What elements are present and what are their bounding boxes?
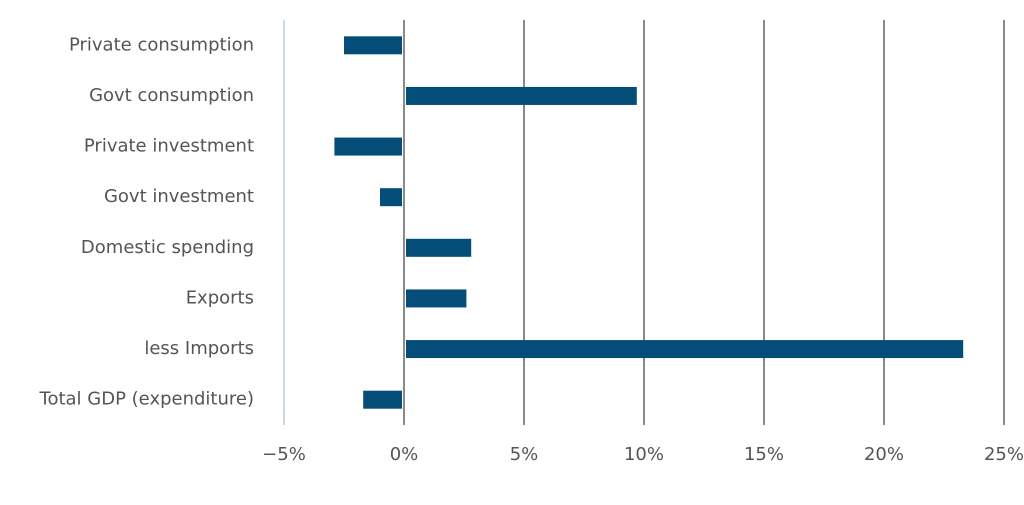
x-tick-label: 10% [624, 444, 664, 465]
y-tick-label: Total GDP (expenditure) [39, 389, 254, 410]
y-tick-label: Exports [186, 287, 254, 308]
x-tick-label: 25% [984, 444, 1024, 465]
x-tick-label: 20% [864, 444, 904, 465]
y-tick-label: Govt consumption [89, 85, 254, 106]
x-tick-label: −5% [262, 444, 306, 465]
bar [406, 289, 467, 308]
x-tick-label: 15% [744, 444, 784, 465]
bar [334, 137, 402, 156]
x-tick-label: 0% [390, 444, 419, 465]
bar [363, 390, 402, 409]
bar [344, 36, 402, 55]
y-tick-label: Private consumption [69, 34, 254, 55]
bar [406, 238, 472, 257]
y-tick-label: Govt investment [104, 186, 254, 207]
bar [380, 188, 402, 207]
bar [406, 86, 637, 105]
y-tick-label: Private investment [84, 136, 254, 157]
bar [406, 340, 964, 359]
x-tick-label: 5% [510, 444, 539, 465]
y-tick-label: less Imports [144, 338, 254, 359]
y-tick-label: Domestic spending [81, 237, 254, 258]
